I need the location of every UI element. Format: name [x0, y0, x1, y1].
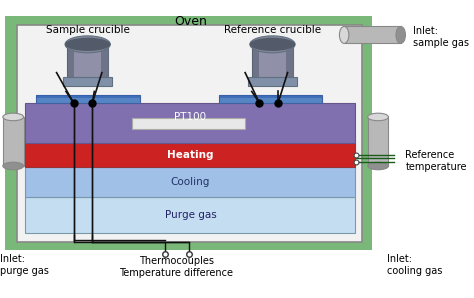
Bar — [36, 95, 139, 98]
Bar — [26, 143, 356, 167]
Text: Temperature difference: Temperature difference — [119, 268, 233, 277]
Bar — [26, 197, 356, 233]
Text: Reference crucible: Reference crucible — [224, 25, 321, 35]
Text: Heating: Heating — [167, 150, 214, 160]
Ellipse shape — [368, 113, 389, 121]
Bar — [26, 167, 356, 197]
Bar — [344, 27, 401, 44]
Text: Purge gas: Purge gas — [164, 210, 216, 220]
Text: Cooling: Cooling — [171, 177, 210, 187]
Bar — [5, 16, 373, 250]
Bar — [252, 44, 259, 77]
Text: Reference
temperature: Reference temperature — [405, 150, 467, 173]
Ellipse shape — [396, 27, 405, 44]
Bar — [368, 117, 389, 166]
Bar — [36, 95, 139, 103]
Bar — [219, 95, 322, 103]
Ellipse shape — [65, 38, 110, 51]
Text: Inlet:
sample gas: Inlet: sample gas — [413, 26, 469, 48]
Bar — [248, 77, 297, 86]
Text: PT100: PT100 — [174, 112, 207, 122]
Bar — [219, 95, 322, 98]
Ellipse shape — [65, 36, 110, 53]
Ellipse shape — [250, 38, 295, 51]
Bar — [3, 117, 24, 166]
Bar — [132, 118, 245, 129]
Ellipse shape — [368, 162, 389, 170]
Bar — [67, 44, 74, 77]
Bar — [17, 26, 362, 242]
Bar — [67, 44, 109, 77]
Bar — [63, 77, 112, 86]
Text: Oven: Oven — [174, 15, 207, 28]
Bar — [252, 44, 293, 77]
Bar — [286, 44, 293, 77]
Ellipse shape — [3, 162, 24, 170]
Bar — [26, 103, 356, 143]
Ellipse shape — [339, 27, 349, 44]
Text: Thermocouples: Thermocouples — [139, 256, 214, 266]
Ellipse shape — [3, 113, 24, 121]
Text: Inlet:
cooling gas: Inlet: cooling gas — [387, 254, 442, 276]
Ellipse shape — [250, 36, 295, 53]
Text: Inlet:
purge gas: Inlet: purge gas — [0, 254, 49, 276]
Bar — [101, 44, 109, 77]
Text: Sample crucible: Sample crucible — [46, 25, 129, 35]
